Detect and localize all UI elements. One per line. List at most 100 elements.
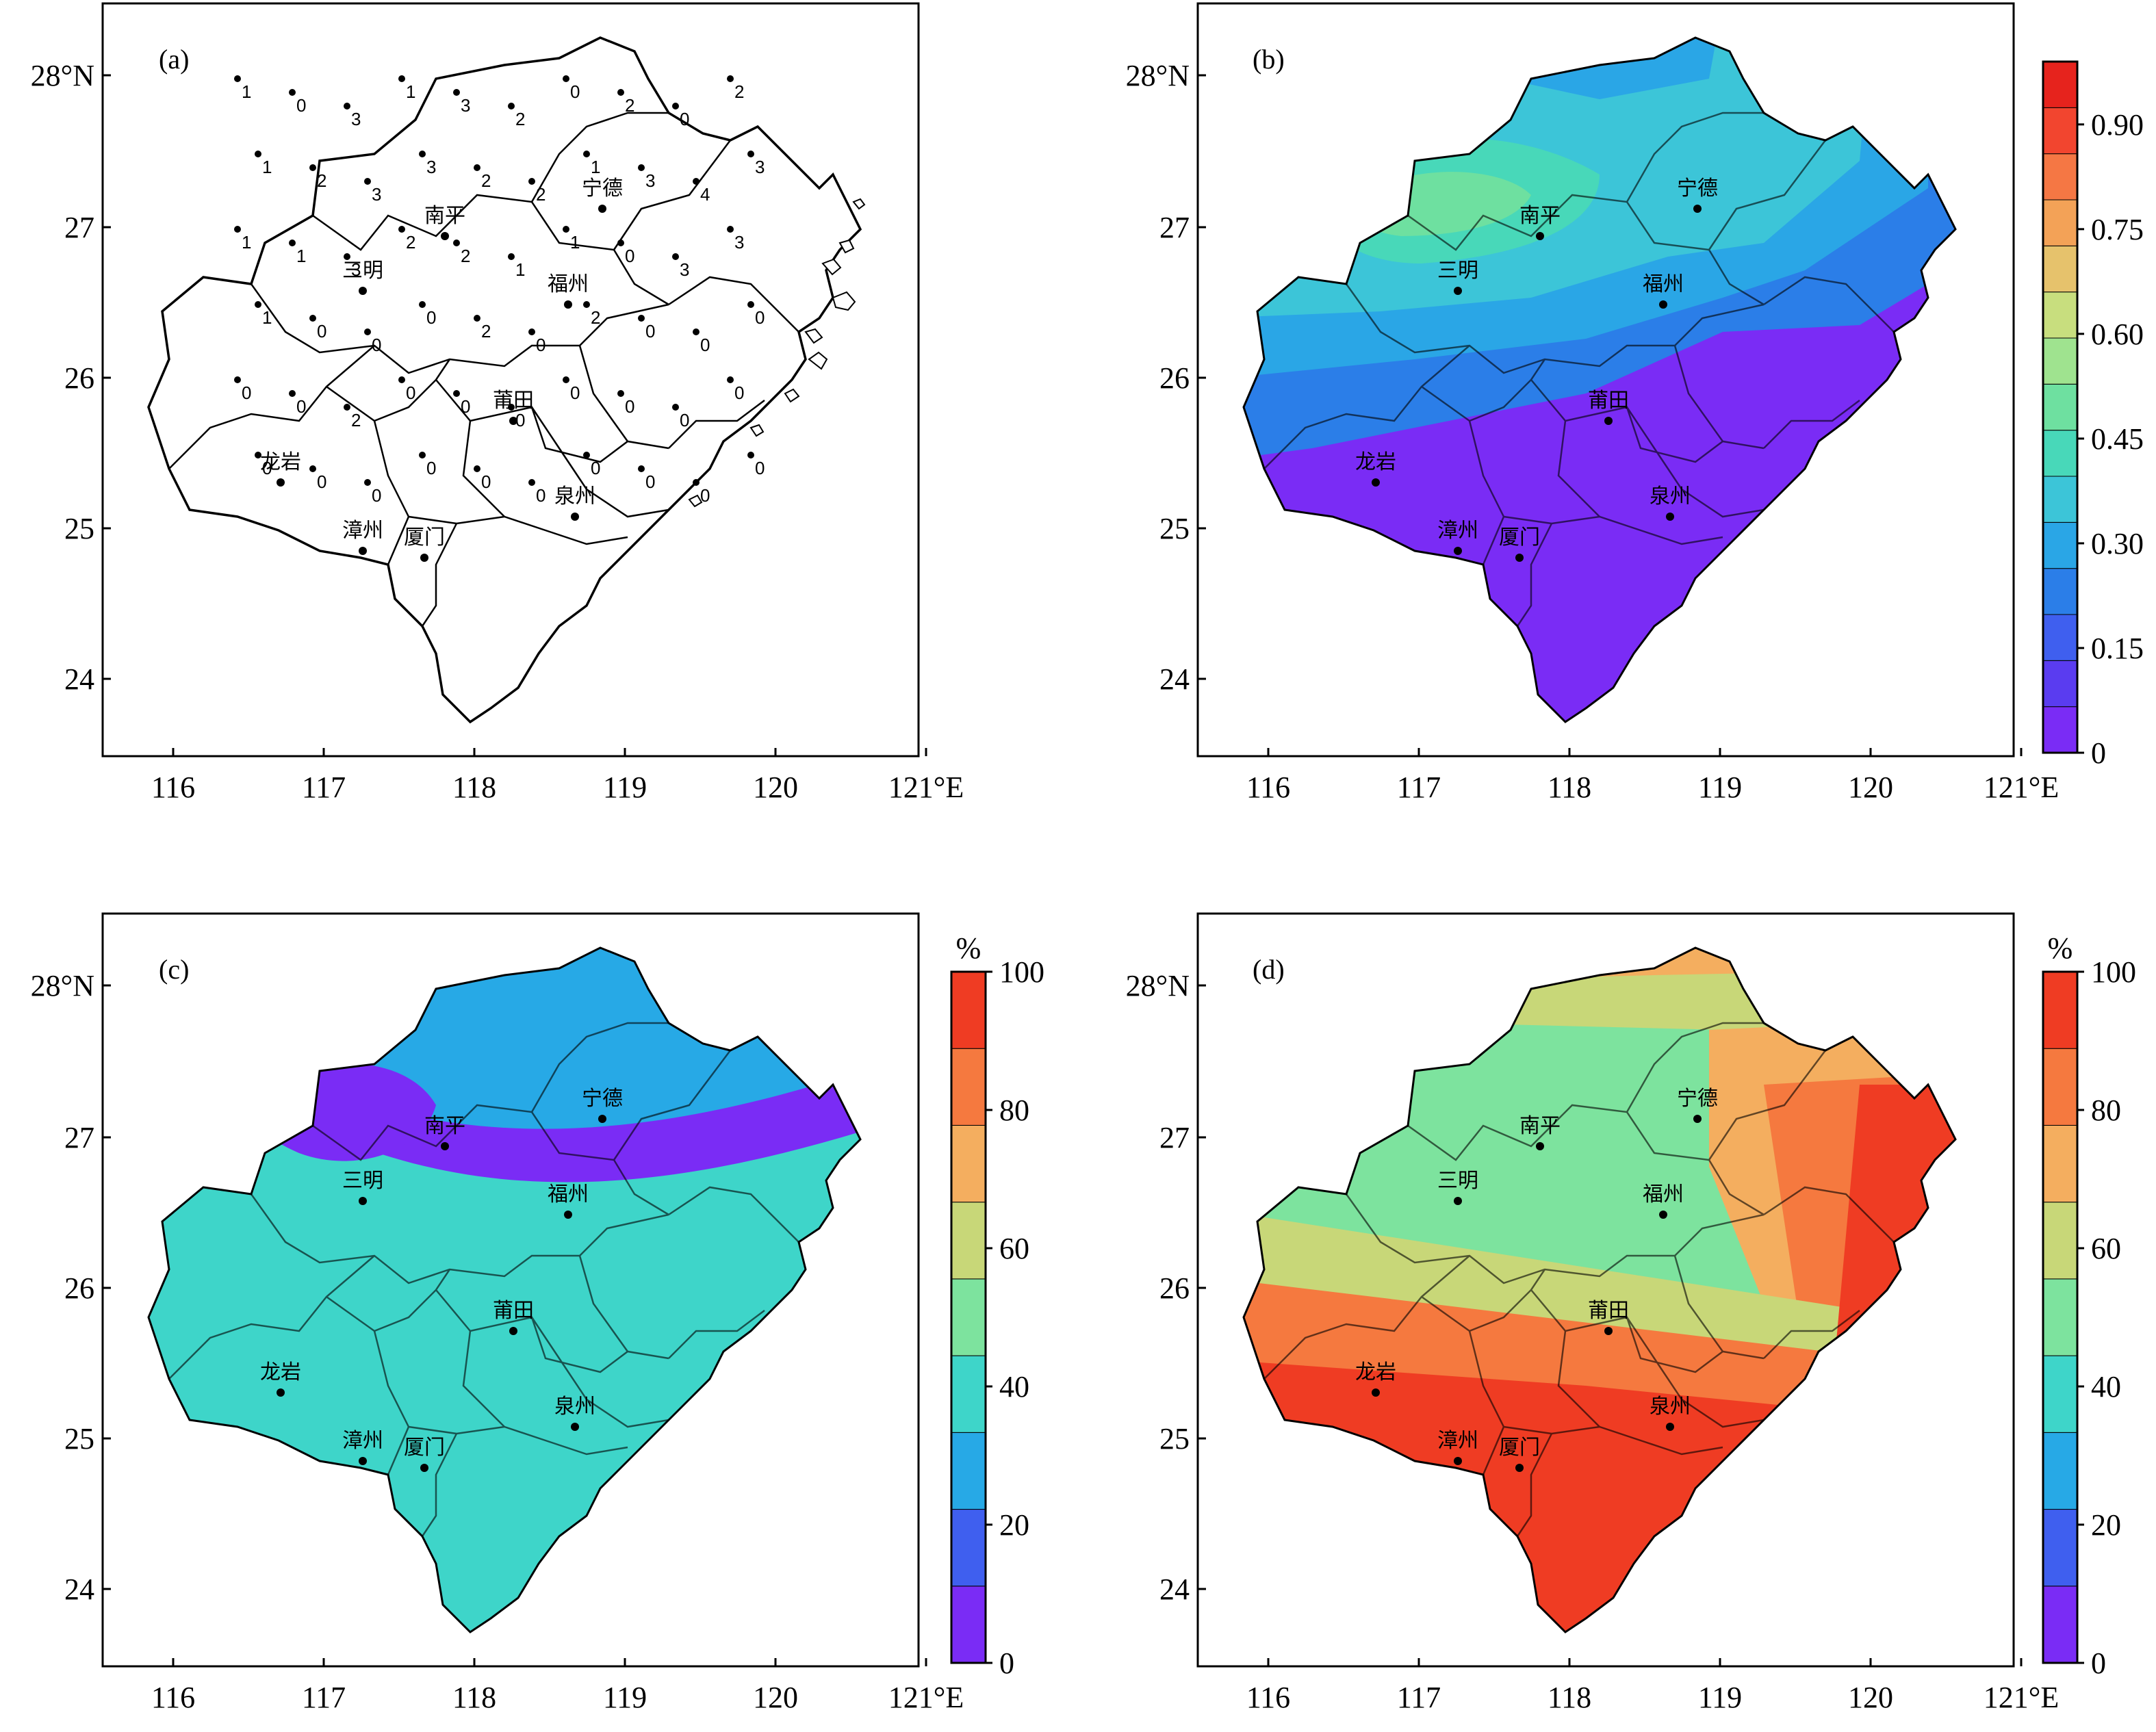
x-tick-label: 117 — [302, 771, 346, 804]
colorbar-tick-label: 0.90 — [2091, 108, 2144, 142]
colorbar-segment — [951, 1509, 986, 1587]
city-label: 漳州 — [1437, 519, 1478, 543]
colorbar-tick-label: 60 — [2091, 1232, 2121, 1265]
city-label: 宁德 — [1677, 1087, 1718, 1111]
panel-b: (b) — [1196, 2, 2015, 758]
station-dot — [234, 226, 241, 233]
y-tick-label: 24 — [64, 662, 94, 696]
y-tick-label: 24 — [64, 1573, 94, 1606]
city-marker — [1536, 232, 1544, 240]
colorbar-segment — [951, 1048, 986, 1126]
y-tick-label: 24 — [1159, 1573, 1190, 1606]
station-dot — [364, 479, 371, 486]
station-dot — [617, 89, 624, 96]
colorbar-tick-label: 0 — [999, 1646, 1014, 1680]
colorbar-segment — [951, 1355, 986, 1433]
station-value: 0 — [242, 383, 251, 403]
station-dot — [508, 253, 515, 260]
colorbar-segment — [2042, 337, 2078, 385]
panel-c-label: (c) — [159, 954, 189, 985]
station-value: 0 — [680, 109, 689, 129]
station-value: 2 — [625, 95, 634, 116]
y-tick-label: 28°N — [1126, 59, 1190, 92]
city-marker — [1515, 554, 1524, 562]
y-tick-label: 26 — [64, 361, 94, 395]
colorbar-tick-label: 0 — [2091, 1646, 2106, 1680]
colorbars-layer: 0 0.15 0.30 0.45 0.60 0.75 0.90 0 20 40 60 80 100% 0 2… — [950, 60, 2144, 1680]
panel-a: 1 0 3 1 3 2 0 2 0 2 1 2 3 3 2 2 1 3 4 3 1 1 3 2 2 1 1 0 3 3 1 0 0 0 2 0 2 0 0 0… — [101, 2, 920, 758]
x-tick-label: 118 — [452, 771, 496, 804]
station-dot — [638, 164, 645, 171]
city-marker — [441, 232, 449, 240]
city-marker — [564, 300, 572, 309]
station-value: 2 — [734, 81, 744, 102]
city-marker — [1693, 205, 1702, 213]
city-label: 漳州 — [342, 519, 383, 543]
station-dot — [344, 253, 350, 260]
station-value: 3 — [734, 232, 744, 253]
station-dot — [364, 328, 371, 335]
station-value: 0 — [536, 485, 546, 506]
station-value: 0 — [296, 396, 306, 417]
station-value: 2 — [536, 184, 546, 205]
city-marker — [359, 1197, 367, 1205]
station-value: 3 — [755, 157, 765, 177]
y-tick-label: 26 — [64, 1271, 94, 1305]
colorbar-frame — [950, 970, 987, 1664]
x-tick-label: 117 — [1397, 771, 1441, 804]
station-value: 0 — [536, 335, 546, 355]
city-marker — [571, 1423, 579, 1431]
city-marker — [277, 478, 285, 487]
city-label: 龙岩 — [1355, 1360, 1396, 1384]
colorbar-segment — [2042, 1124, 2078, 1203]
y-tick-label: 27 — [64, 1121, 94, 1154]
station-dot — [474, 465, 480, 472]
station-dot — [727, 376, 734, 383]
panel-b-label: (b) — [1253, 44, 1285, 75]
x-tick-label: 120 — [1848, 1681, 1893, 1714]
colorbar-tick-label: 20 — [999, 1508, 1029, 1542]
city-marker — [1666, 513, 1674, 521]
x-tick-label: 120 — [1848, 771, 1893, 804]
colorbar-segment — [2042, 292, 2078, 339]
city-label: 龙岩 — [1355, 450, 1396, 474]
station-value: 0 — [700, 485, 710, 506]
station-value: 0 — [426, 307, 436, 328]
station-value: 2 — [515, 109, 525, 129]
colorbar-frame — [2042, 970, 2079, 1664]
colorbar-segment — [2042, 1432, 2078, 1510]
station-value: 1 — [262, 307, 272, 328]
colorbar-tick-label: 0.75 — [2091, 213, 2144, 246]
station-value: 1 — [591, 157, 600, 177]
station-dot — [344, 103, 350, 109]
station-value: 3 — [351, 109, 361, 129]
colorbar-segment — [2042, 199, 2078, 246]
city-marker — [1693, 1115, 1702, 1123]
city-label: 泉州 — [1650, 1395, 1691, 1419]
station-dot — [255, 452, 261, 458]
colorbar-tick-label: 40 — [2091, 1370, 2121, 1404]
city-label: 厦门 — [404, 526, 445, 550]
city-marker — [1659, 1211, 1667, 1219]
station-dot — [255, 301, 261, 308]
colorbar-segment — [2042, 1586, 2078, 1664]
station-value: 4 — [700, 184, 710, 205]
station-dot — [234, 376, 241, 383]
station-value: 3 — [461, 95, 470, 116]
station-value: 2 — [351, 410, 361, 430]
station-value: 0 — [515, 410, 525, 430]
station-dot — [474, 315, 480, 322]
station-dot — [583, 452, 590, 458]
city-label: 莆田 — [1588, 1299, 1629, 1323]
station-value: 0 — [734, 383, 744, 403]
colorbar-segment — [2042, 1202, 2078, 1280]
city-marker — [1604, 417, 1613, 425]
colorbar-segment — [2042, 245, 2078, 293]
city-label: 厦门 — [1499, 1436, 1540, 1460]
x-tick-label: 116 — [151, 771, 195, 804]
city-label: 莆田 — [493, 389, 534, 413]
station-value: 0 — [625, 396, 634, 417]
colorbar-unit: % — [2048, 931, 2073, 965]
station-value: 3 — [426, 157, 436, 177]
